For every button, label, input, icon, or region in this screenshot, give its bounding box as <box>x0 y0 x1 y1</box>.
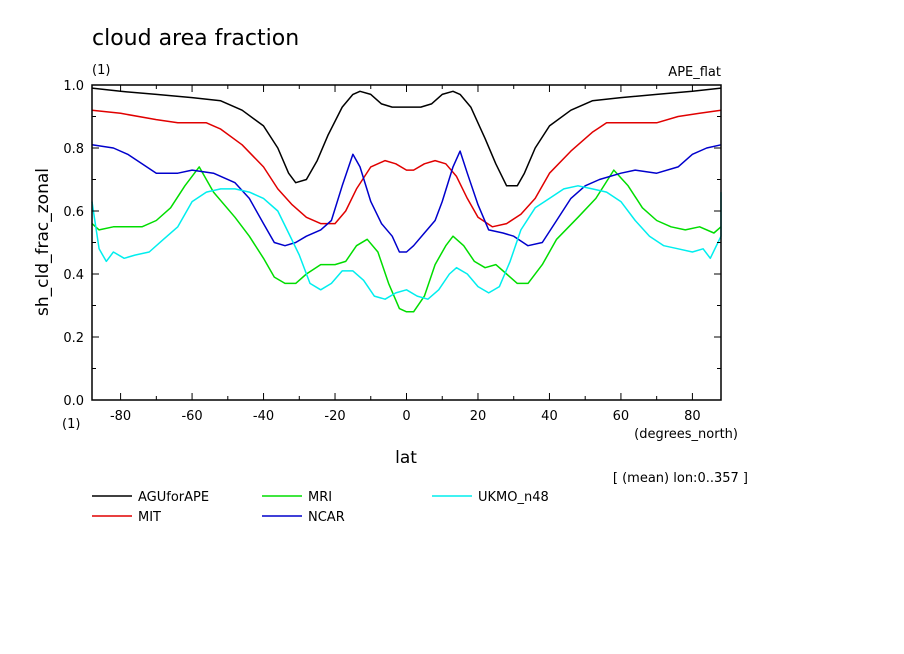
series-line-4 <box>91 144 722 253</box>
x-tick-label: -60 <box>181 409 202 424</box>
x-tick-label: -80 <box>110 409 131 424</box>
series-line-5 <box>91 185 722 300</box>
y-tick-label: 0.4 <box>63 268 84 283</box>
x-tick-label: 0 <box>402 409 410 424</box>
legend-label: UKMO_n48 <box>478 490 549 505</box>
ticks-layer: -80 -60 -40 -20 0 20 40 60 80 0.0 0.2 0.4 0.6 0.8 1.0 <box>63 79 721 424</box>
y-tick-label: 0.6 <box>63 205 84 220</box>
legend: AGUforAPE MRI UKMO_n48 MIT NCAR <box>92 490 549 525</box>
y-tick-label: 0.0 <box>63 394 84 409</box>
x-tick-label: 20 <box>470 409 487 424</box>
averaging-note: [ (mean) lon:0..357 ] <box>613 471 748 486</box>
legend-label: AGUforAPE <box>138 490 209 505</box>
x-tick-label: -20 <box>324 409 345 424</box>
x-axis-units: (degrees_north) <box>634 427 738 442</box>
series-line-1 <box>91 87 722 187</box>
x-tick-label: 40 <box>541 409 558 424</box>
x-tick-label: 80 <box>684 409 701 424</box>
y-tick-label: 0.2 <box>63 331 84 346</box>
y-tick-label: 1.0 <box>63 79 84 94</box>
x-axis-label: lat <box>395 448 417 468</box>
y-axis-label: sh_cld_frac_zonal <box>33 168 53 316</box>
legend-label: NCAR <box>308 510 345 525</box>
x-tick-label: 60 <box>613 409 630 424</box>
experiment-label: APE_flat <box>668 65 721 80</box>
y-axis-units: (1) <box>62 417 80 432</box>
title-units: (1) <box>92 63 110 78</box>
series-layer <box>91 87 722 313</box>
y-tick-label: 0.8 <box>63 142 84 157</box>
legend-label: MIT <box>138 510 161 525</box>
plot-frame <box>91 84 722 401</box>
series-line-2 <box>91 109 722 228</box>
legend-label: MRI <box>308 490 332 505</box>
x-tick-label: -40 <box>253 409 274 424</box>
chart-title: cloud area fraction <box>92 26 299 51</box>
series-line-3 <box>91 166 722 313</box>
